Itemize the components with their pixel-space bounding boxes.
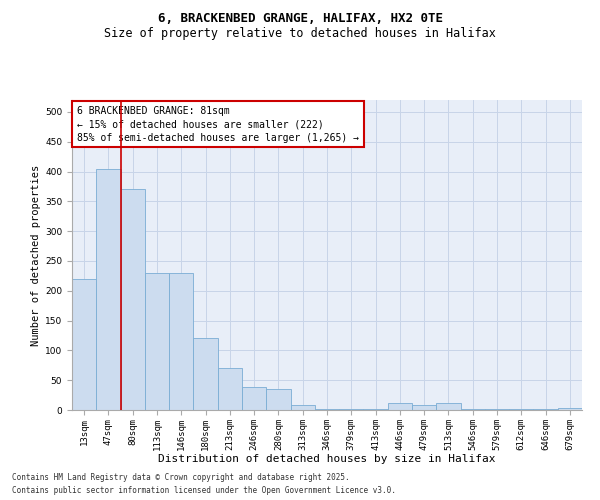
Bar	[339, 409, 364, 410]
Text: Contains HM Land Registry data © Crown copyright and database right 2025.: Contains HM Land Registry data © Crown c…	[12, 472, 350, 482]
Bar	[461, 409, 485, 410]
Text: 6 BRACKENBED GRANGE: 81sqm
← 15% of detached houses are smaller (222)
85% of sem: 6 BRACKENBED GRANGE: 81sqm ← 15% of deta…	[77, 106, 359, 142]
Bar	[266, 389, 290, 410]
Bar	[485, 409, 509, 410]
Bar	[290, 405, 315, 410]
Bar	[509, 409, 533, 410]
Bar	[218, 368, 242, 410]
Bar	[169, 273, 193, 410]
Bar	[145, 273, 169, 410]
Bar	[364, 409, 388, 410]
Bar	[72, 279, 96, 410]
Y-axis label: Number of detached properties: Number of detached properties	[31, 164, 41, 346]
Bar	[533, 409, 558, 410]
Text: 6, BRACKENBED GRANGE, HALIFAX, HX2 0TE: 6, BRACKENBED GRANGE, HALIFAX, HX2 0TE	[157, 12, 443, 26]
Bar	[436, 403, 461, 410]
Bar	[558, 408, 582, 410]
Bar	[193, 338, 218, 410]
Bar	[242, 388, 266, 410]
Bar	[121, 190, 145, 410]
Bar	[315, 409, 339, 410]
Bar	[412, 405, 436, 410]
X-axis label: Distribution of detached houses by size in Halifax: Distribution of detached houses by size …	[158, 454, 496, 464]
Text: Contains public sector information licensed under the Open Government Licence v3: Contains public sector information licen…	[12, 486, 396, 495]
Bar	[96, 168, 121, 410]
Text: Size of property relative to detached houses in Halifax: Size of property relative to detached ho…	[104, 28, 496, 40]
Bar	[388, 403, 412, 410]
